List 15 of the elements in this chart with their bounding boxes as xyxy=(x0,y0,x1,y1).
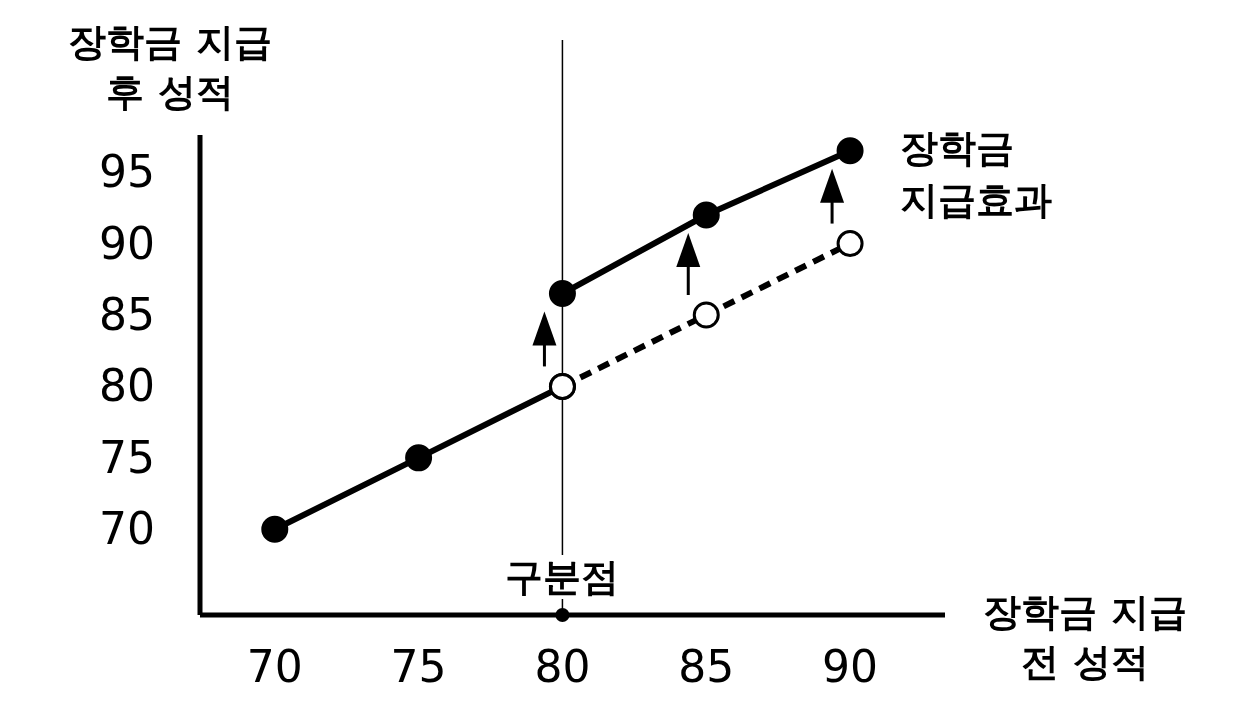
x-tick-label: 90 xyxy=(822,641,879,692)
y-axis-title: 장학금 지급 후 성적 xyxy=(68,20,272,114)
y-tick-label: 95 xyxy=(99,146,155,198)
x-tick-label: 75 xyxy=(390,641,447,692)
annotation: 장학금 지급효과 xyxy=(900,125,1053,222)
x-axis-title: 장학금 지급 전 성적 xyxy=(983,590,1187,684)
y-tick-label: 90 xyxy=(99,217,155,269)
y-tick-label: 75 xyxy=(99,431,155,483)
x-tick-label: 70 xyxy=(246,641,303,692)
y-tick-label: 70 xyxy=(99,503,155,555)
y-tick-label: 85 xyxy=(99,289,155,340)
ref-line-label: 구분점 xyxy=(505,555,620,599)
x-tick-label: 80 xyxy=(534,641,591,692)
x-tick-label: 85 xyxy=(678,641,735,692)
y-tick-label: 80 xyxy=(99,360,155,412)
